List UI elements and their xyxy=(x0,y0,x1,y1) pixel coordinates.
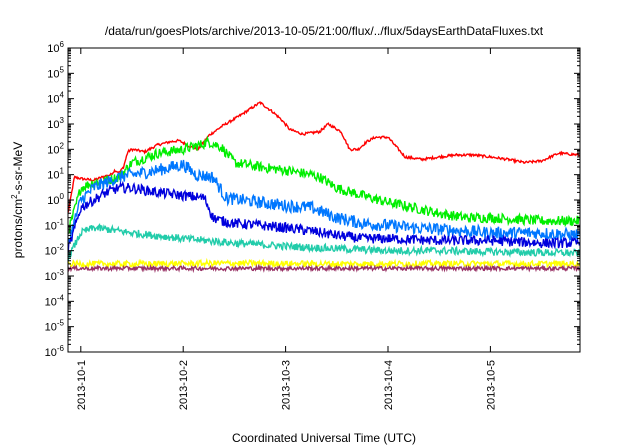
series-line-2 xyxy=(68,159,580,243)
series-line-1 xyxy=(68,135,580,234)
y-tick-label-10: 104 xyxy=(47,91,64,106)
series-line-6 xyxy=(68,263,580,274)
chart-title: /data/run/goesPlots/archive/2013-10-05/2… xyxy=(105,24,544,38)
x-axis-label: Coordinated Universal Time (UTC) xyxy=(232,431,416,445)
series-line-0 xyxy=(68,101,580,214)
series-layer xyxy=(68,101,580,274)
y-tick-label-5: 10-1 xyxy=(45,217,65,232)
x-tick-label-4: 2013-10-5 xyxy=(485,360,497,410)
y-tick-label-7: 101 xyxy=(47,167,64,182)
x-tick-label-1: 2013-10-2 xyxy=(178,360,190,410)
y-tick-label-1: 10-5 xyxy=(45,319,65,334)
x-tick-label-3: 2013-10-4 xyxy=(383,360,395,410)
y-tick-label-6: 100 xyxy=(47,192,64,207)
y-tick-label-9: 103 xyxy=(47,116,64,131)
plot-frame xyxy=(67,47,581,353)
y-tick-label-2: 10-4 xyxy=(45,293,65,308)
series-line-5 xyxy=(68,257,580,270)
y-axis-label-superscript: 2 xyxy=(10,194,19,199)
series-line-3 xyxy=(68,180,580,256)
series-line-4 xyxy=(68,223,580,263)
y-tick-label-8: 102 xyxy=(47,141,64,156)
y-tick-label-4: 10-2 xyxy=(45,243,65,258)
y-axis-label-prefix: protons/cm xyxy=(11,199,25,258)
y-axis: 10-6 10-5 10-4 10-3 10-2 10-1 100 101 102 103 104 1… xyxy=(45,40,580,359)
y-axis-label-suffix: -s-sr-MeV xyxy=(11,142,25,195)
x-tick-label-0: 2013-10-1 xyxy=(76,360,88,410)
y-tick-label-12: 106 xyxy=(47,40,64,55)
y-tick-label-3: 10-3 xyxy=(45,268,65,283)
y-tick-label-0: 10-6 xyxy=(45,344,65,359)
x-axis: 2013-10-1 2013-10-2 2013-10-3 2013-10-4 2013… xyxy=(76,48,497,410)
y-tick-label-11: 105 xyxy=(47,65,64,80)
x-tick-label-2: 2013-10-3 xyxy=(281,360,293,410)
y-axis-label: protons/cm2-s-sr-MeV xyxy=(10,142,25,258)
